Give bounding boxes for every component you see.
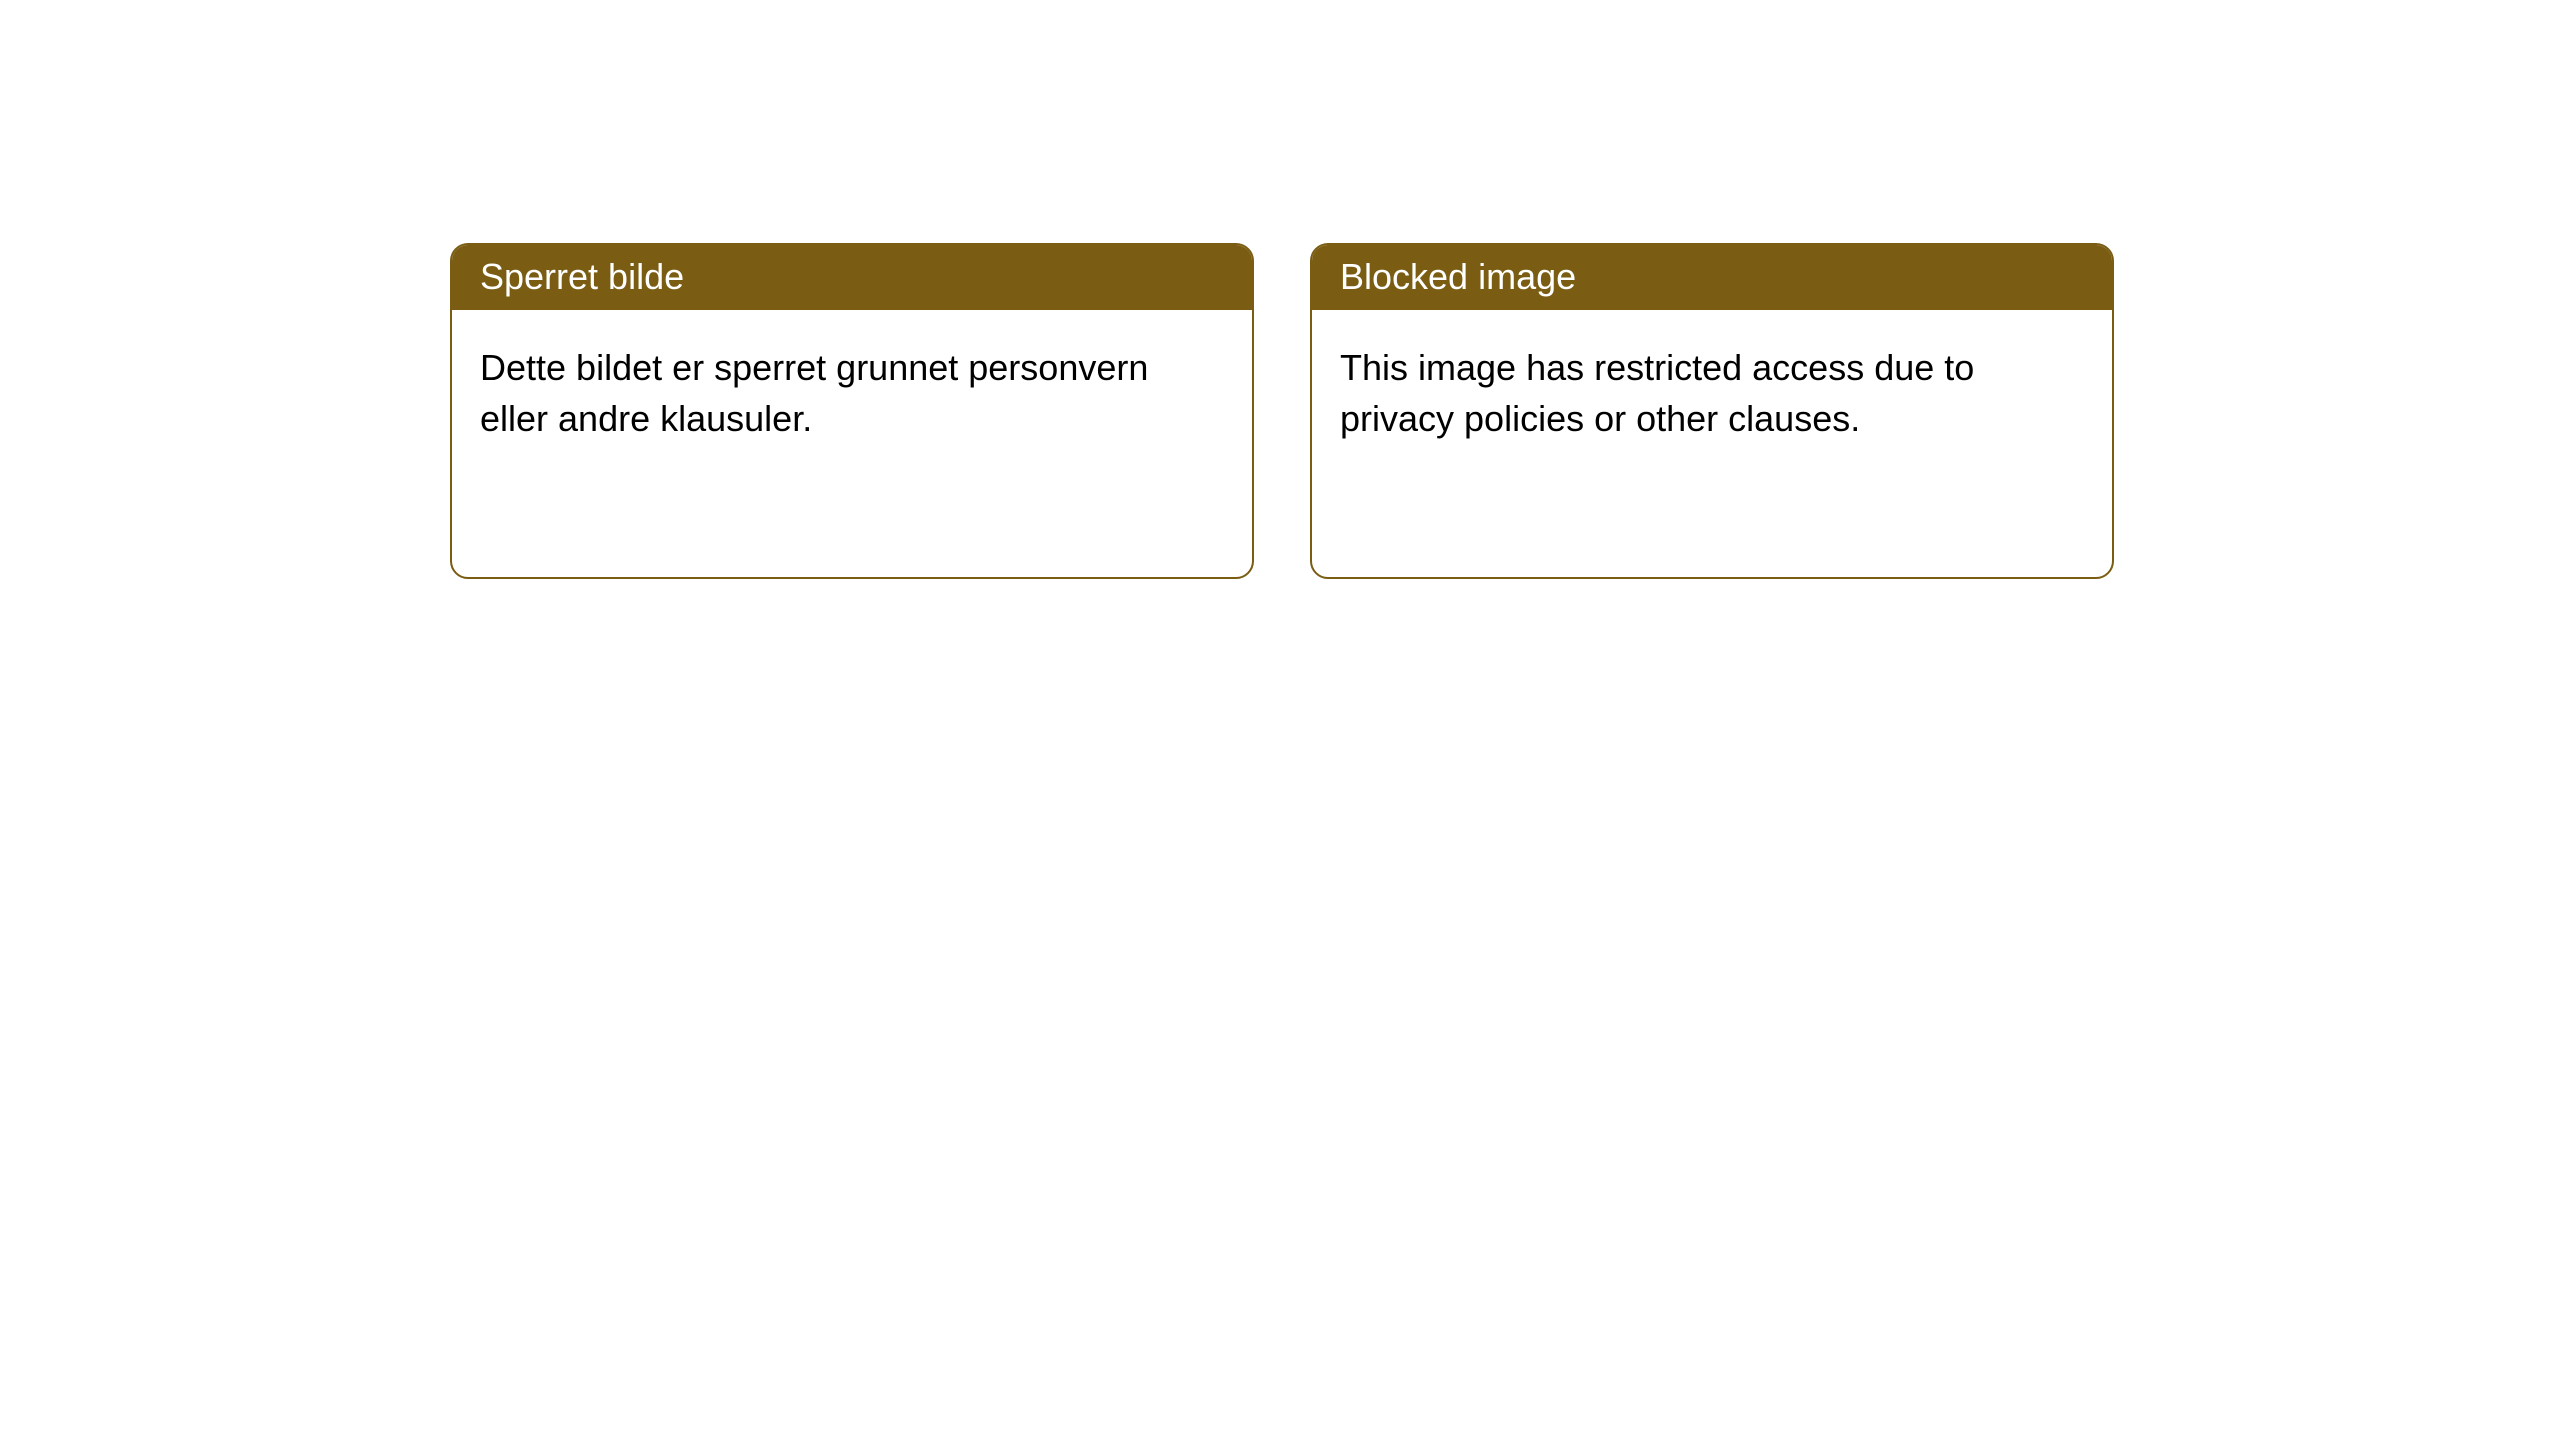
- blocked-image-card-en: Blocked image This image has restricted …: [1310, 243, 2114, 579]
- card-header-no: Sperret bilde: [452, 245, 1252, 310]
- cards-container: Sperret bilde Dette bildet er sperret gr…: [0, 0, 2560, 579]
- card-header-en: Blocked image: [1312, 245, 2112, 310]
- card-body-en: This image has restricted access due to …: [1312, 310, 2112, 476]
- blocked-image-card-no: Sperret bilde Dette bildet er sperret gr…: [450, 243, 1254, 579]
- card-body-no: Dette bildet er sperret grunnet personve…: [452, 310, 1252, 476]
